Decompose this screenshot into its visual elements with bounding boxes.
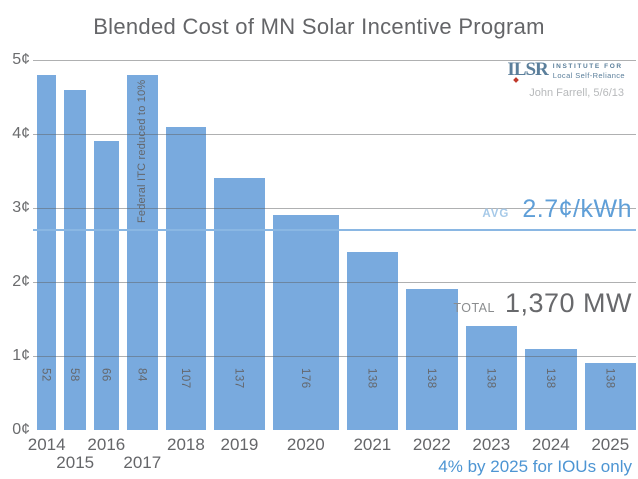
x-axis-label-2025: 2025 xyxy=(591,435,630,454)
bar-2021 xyxy=(346,252,399,430)
total-value: 1,370 MW xyxy=(504,288,632,318)
ilsr-logo-line2: Local Self-Reliance xyxy=(552,71,625,80)
x-axis-label-2015: 2015 xyxy=(56,453,95,472)
x-axis-label-2022: 2022 xyxy=(412,435,451,454)
avg-label: AVG xyxy=(482,208,510,220)
bar-2023 xyxy=(465,326,518,430)
y-axis-label-4c: 4¢ xyxy=(12,125,30,142)
y-axis-label-0c: 0¢ xyxy=(12,421,30,438)
bar-mw-label-2025: 138 xyxy=(603,368,616,389)
bar-mw-label-2019: 137 xyxy=(232,368,245,389)
bar-2025 xyxy=(584,363,636,430)
gridline-4c xyxy=(33,134,636,135)
bar-2015 xyxy=(64,89,87,430)
bar-2016 xyxy=(94,141,119,430)
ilsr-logo-text: INSTITUTE FOR Local Self-Reliance xyxy=(553,61,625,80)
bar-mw-label-2018: 107 xyxy=(178,368,191,389)
average-annotation: AVG 2.7¢/kWh xyxy=(482,195,632,224)
ilsr-logo-acronym: ILSR xyxy=(507,59,548,80)
ilsr-logo-line1: INSTITUTE FOR xyxy=(552,63,623,70)
avg-value: 2.7¢/kWh xyxy=(522,195,632,223)
bar-2022 xyxy=(406,289,458,430)
y-axis-label-2c: 2¢ xyxy=(12,273,30,290)
total-annotation: TOTAL 1,370 MW xyxy=(453,288,632,319)
bar-mw-label-2017: 84 xyxy=(135,368,148,382)
x-axis-label-2018: 2018 xyxy=(167,435,205,454)
y-axis-label-1c: 1¢ xyxy=(12,347,30,364)
bar-mw-label-2016: 66 xyxy=(99,368,112,382)
y-axis-label-5c: 5¢ xyxy=(12,51,30,68)
bar-mw-label-2015: 58 xyxy=(68,368,81,382)
x-axis-label-2016: 2016 xyxy=(87,435,126,454)
average-cost-line xyxy=(33,229,636,232)
x-axis-label-2014: 2014 xyxy=(27,435,66,454)
x-axis-label-2017: 2017 xyxy=(123,453,162,472)
x-axis-label-2023: 2023 xyxy=(472,435,511,454)
gridline-1c xyxy=(33,356,636,357)
ilsr-logo: ILSR INSTITUTE FOR Local Self-Reliance xyxy=(507,59,625,83)
y-axis-label-3c: 3¢ xyxy=(12,199,30,216)
bar-mw-label-2020: 176 xyxy=(298,368,311,389)
bar-2020 xyxy=(272,215,339,430)
bar-2024 xyxy=(525,348,577,430)
x-axis-label-2020: 2020 xyxy=(286,435,325,454)
bar-2018 xyxy=(165,126,206,430)
bar-mw-label-2023: 138 xyxy=(484,368,497,389)
x-axis-label-2024: 2024 xyxy=(531,435,570,454)
gridline-3c xyxy=(33,208,636,209)
author-byline: John Farrell, 5/6/13 xyxy=(529,87,624,99)
bar-2014 xyxy=(37,74,57,430)
bar-chart-plot-area: 0¢ 1¢ 2¢ 3¢ 4¢ 5¢ 52 2014 58 2015 66 2016 84 Federal … xyxy=(12,51,636,472)
x-axis-label-2021: 2021 xyxy=(353,435,392,454)
itc-reduction-note: Federal ITC reduced to 10% xyxy=(135,79,148,223)
chart-title: Blended Cost of MN Solar Incentive Progr… xyxy=(93,14,545,39)
bar-mw-label-2024: 138 xyxy=(543,368,556,389)
footnote-ious: 4% by 2025 for IOUs only xyxy=(438,457,632,476)
total-label: TOTAL xyxy=(453,301,495,315)
gridline-2c xyxy=(33,282,636,283)
bar-mw-label-2022: 138 xyxy=(424,368,437,389)
bar-2019 xyxy=(213,178,265,430)
bar-mw-label-2021: 138 xyxy=(365,368,378,389)
gridline-5c xyxy=(33,60,636,61)
bar-mw-label-2014: 52 xyxy=(39,368,52,382)
x-axis-label-2019: 2019 xyxy=(220,435,259,454)
